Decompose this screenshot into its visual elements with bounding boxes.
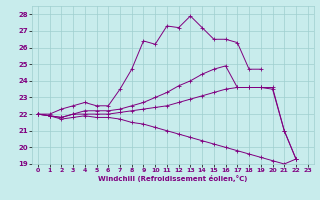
X-axis label: Windchill (Refroidissement éolien,°C): Windchill (Refroidissement éolien,°C) [98, 175, 247, 182]
